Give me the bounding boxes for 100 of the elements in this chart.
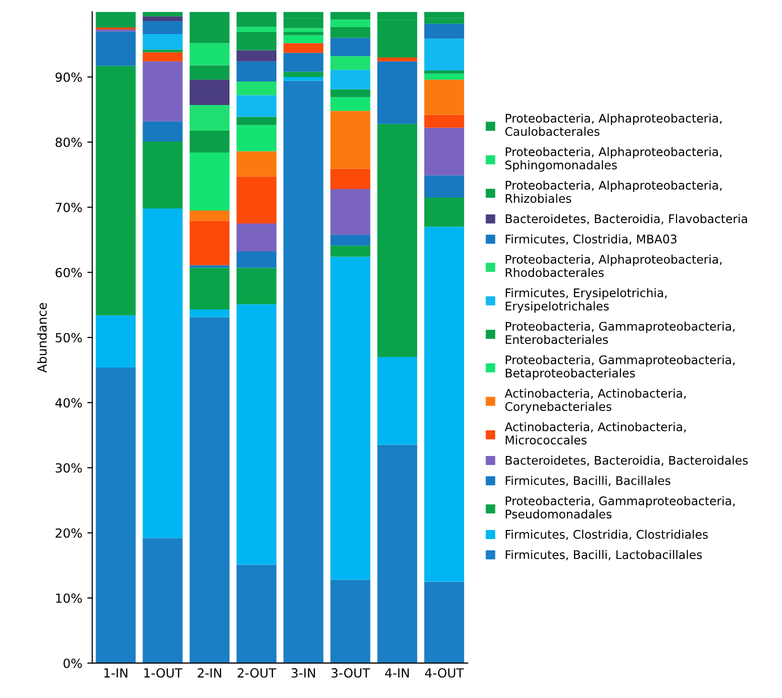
bar <box>330 89 370 98</box>
legend-label: Proteobacteria, Gammaproteobacteria, Betaproteobacteriales <box>506 355 735 380</box>
bar <box>283 72 324 77</box>
y-tick-label: 20% <box>56 528 82 538</box>
bar <box>330 234 370 246</box>
bar <box>330 256 370 580</box>
bar <box>377 444 418 664</box>
legend-label: Firmicutes, Bacilli, Bacillales <box>506 476 670 486</box>
bar <box>190 80 230 105</box>
bar <box>424 582 464 664</box>
bar <box>377 61 418 124</box>
legend-label: Actinobacteria, Actinobacteria, Corynebacteriales <box>504 388 686 414</box>
legend-label: Proteobacteria, Alphaproteobacteria, Rhizobiales <box>506 180 722 203</box>
bar <box>190 104 230 130</box>
bar <box>190 309 230 318</box>
bar <box>142 141 183 209</box>
bar <box>236 268 276 304</box>
bar <box>190 317 230 664</box>
bar <box>142 34 183 50</box>
bar <box>236 32 276 50</box>
bar <box>377 57 418 62</box>
bar <box>283 52 324 72</box>
bar <box>236 12 276 27</box>
bar <box>424 114 464 128</box>
bar <box>190 268 230 310</box>
x-tick-label: 4-IN <box>385 668 409 678</box>
bar <box>236 95 276 117</box>
bar <box>236 304 276 565</box>
bar <box>96 367 136 664</box>
legend-label: Firmicutes, Bacilli, Lactobacillales <box>506 550 702 560</box>
bar <box>330 189 370 235</box>
bar <box>236 125 276 152</box>
bar <box>142 16 183 21</box>
bar <box>330 97 370 111</box>
legend-label: Firmicutes, Clostridia, Clostridiales <box>506 530 708 540</box>
legend-label: Firmicutes, Clostridia, MBA03 <box>506 234 676 245</box>
legend-label: Bacteroidetes, Bacteroidia, Bacteroidales <box>506 456 748 466</box>
bar <box>236 564 276 664</box>
y-tick-label: 80% <box>56 138 82 148</box>
bar <box>330 20 370 27</box>
bar <box>142 20 183 34</box>
bar <box>236 151 276 177</box>
bar <box>190 265 230 268</box>
x-tick-label: 3-IN <box>292 668 315 678</box>
bar <box>142 50 183 52</box>
bar <box>190 43 230 66</box>
bar <box>330 168 370 189</box>
bar <box>330 110 370 169</box>
bar <box>424 128 464 176</box>
bar <box>377 124 418 358</box>
bar <box>236 224 276 252</box>
bar <box>142 12 183 16</box>
y-tick-label: 40% <box>55 398 82 408</box>
bar <box>96 31 136 66</box>
bar <box>330 580 370 664</box>
bar <box>377 357 418 445</box>
bar <box>283 28 324 32</box>
bar <box>236 26 276 32</box>
bar <box>424 80 464 115</box>
bar <box>424 226 464 582</box>
x-tick-label: 2-OUT <box>238 668 276 678</box>
y-tick-label: 0% <box>64 658 82 668</box>
bar <box>283 80 324 664</box>
bar <box>142 61 183 122</box>
legend-label: Bacteroidetes, Bacteroidia, Flavobacteria <box>506 214 748 224</box>
bar <box>190 12 230 44</box>
bar <box>236 176 276 224</box>
y-axis-title: Abundance <box>37 302 47 373</box>
y-tick-label: 90% <box>56 72 82 82</box>
bar <box>236 61 276 82</box>
y-tick-label: 30% <box>56 463 82 473</box>
y-tick-label: 50% <box>56 332 82 342</box>
bar <box>424 70 464 74</box>
x-tick-label: 1-IN <box>104 668 128 678</box>
bar <box>142 538 183 664</box>
bar <box>424 24 464 39</box>
bar <box>330 70 370 90</box>
legend-label: Proteobacteria, Alphaproteobacteria, Rhodobacterales <box>506 254 722 277</box>
bar <box>96 315 136 368</box>
bar <box>236 116 276 126</box>
legend-label: Proteobacteria, Gammaproteobacteria, Pseudomonadales <box>506 496 735 519</box>
bar <box>330 246 370 257</box>
bar <box>330 26 370 38</box>
bar <box>424 175 464 198</box>
bar <box>142 208 183 538</box>
x-tick-label: 3-OUT <box>332 668 370 678</box>
bar <box>330 38 370 56</box>
bar <box>142 121 183 142</box>
legend-label: Actinobacteria, Actinobacteria, Micrococcales <box>504 422 686 444</box>
bar <box>236 252 276 268</box>
bar <box>190 152 230 210</box>
bar <box>283 43 324 53</box>
legend-label: Proteobacteria, Alphaproteobacteria, Sphingomonadales <box>505 147 722 172</box>
bar <box>190 220 230 266</box>
bar <box>236 82 276 96</box>
bar <box>190 210 230 221</box>
bar <box>283 76 324 81</box>
bar <box>190 65 230 80</box>
x-tick-label: 4-OUT <box>425 668 464 678</box>
legend-label: Proteobacteria, Alphaproteobacteria, Caulobacterales <box>505 114 722 136</box>
